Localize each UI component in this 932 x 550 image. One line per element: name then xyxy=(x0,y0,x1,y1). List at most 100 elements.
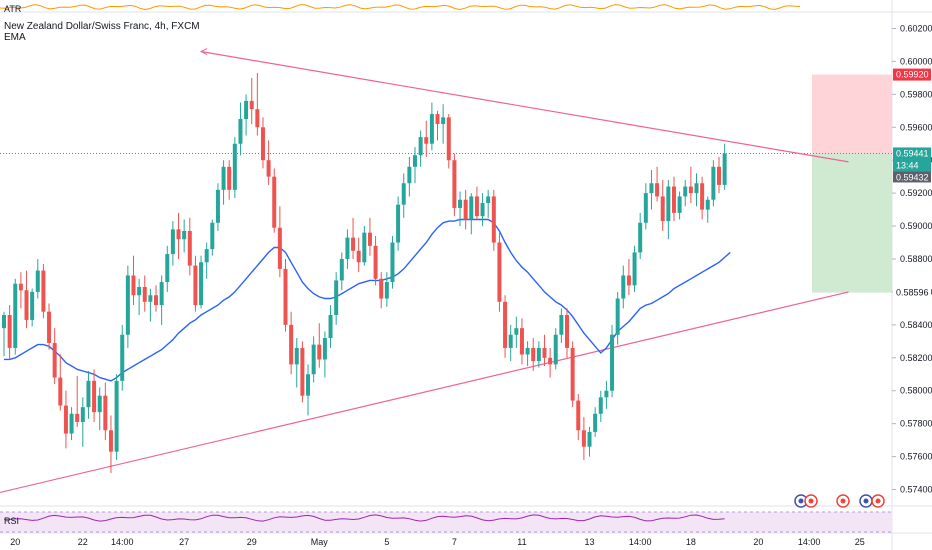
candle-body[interactable] xyxy=(610,334,615,391)
candle-body[interactable] xyxy=(2,314,6,329)
candle-body[interactable] xyxy=(97,395,102,413)
candle-body[interactable] xyxy=(503,301,508,348)
candle-body[interactable] xyxy=(52,342,57,378)
candle-body[interactable] xyxy=(649,183,654,194)
candle-body[interactable] xyxy=(41,270,46,312)
candle-body[interactable] xyxy=(154,295,159,306)
candle-body[interactable] xyxy=(227,166,232,190)
candle-body[interactable] xyxy=(621,275,626,299)
candle-body[interactable] xyxy=(69,413,74,434)
candle-body[interactable] xyxy=(199,262,204,306)
candle-body[interactable] xyxy=(452,160,457,208)
candle-body[interactable] xyxy=(604,390,609,398)
candle-body[interactable] xyxy=(688,186,693,194)
trendline-2[interactable] xyxy=(0,291,849,494)
candle-body[interactable] xyxy=(491,196,496,243)
candle-body[interactable] xyxy=(429,114,434,144)
candle-body[interactable] xyxy=(660,196,665,222)
candle-body[interactable] xyxy=(694,183,699,194)
candle-body[interactable] xyxy=(593,413,598,432)
candle-body[interactable] xyxy=(666,186,671,222)
candle-body[interactable] xyxy=(446,117,451,161)
candle-body[interactable] xyxy=(193,265,198,306)
candle-body[interactable] xyxy=(75,413,80,423)
candle-body[interactable] xyxy=(418,137,423,156)
candle-body[interactable] xyxy=(581,430,586,447)
candle-body[interactable] xyxy=(412,155,417,167)
candle-body[interactable] xyxy=(148,295,153,302)
candle-body[interactable] xyxy=(536,347,541,362)
trendline-1[interactable] xyxy=(200,50,849,163)
candle-body[interactable] xyxy=(424,137,429,144)
candle-body[interactable] xyxy=(677,196,682,213)
candle-body[interactable] xyxy=(339,259,344,281)
candle-body[interactable] xyxy=(565,314,569,348)
candle-body[interactable] xyxy=(322,338,327,360)
candle-body[interactable] xyxy=(24,290,29,320)
candle-body[interactable] xyxy=(570,347,575,401)
candle-body[interactable] xyxy=(306,374,311,396)
candle-body[interactable] xyxy=(86,380,91,408)
stop-loss-zone[interactable] xyxy=(812,74,892,154)
symbol-title[interactable]: New Zealand Dollar/Swiss Franc, 4h, FXCM xyxy=(4,21,200,32)
candle-body[interactable] xyxy=(717,166,722,185)
candle-body[interactable] xyxy=(18,283,23,291)
candle-body[interactable] xyxy=(249,100,254,110)
candle-body[interactable] xyxy=(525,347,530,355)
candle-body[interactable] xyxy=(373,245,378,279)
candle-body[interactable] xyxy=(317,344,322,360)
candle-body[interactable] xyxy=(508,334,513,348)
candle-body[interactable] xyxy=(300,347,305,396)
candle-body[interactable] xyxy=(283,268,288,325)
candle-body[interactable] xyxy=(294,347,299,365)
candle-body[interactable] xyxy=(58,377,63,406)
candle-body[interactable] xyxy=(356,250,361,263)
candle-body[interactable] xyxy=(700,183,705,210)
candle-body[interactable] xyxy=(396,204,401,243)
candle-body[interactable] xyxy=(204,249,209,263)
candle-body[interactable] xyxy=(7,314,12,348)
candle-body[interactable] xyxy=(559,314,564,335)
candle-body[interactable] xyxy=(576,400,581,431)
candle-body[interactable] xyxy=(311,344,316,375)
candle-body[interactable] xyxy=(705,199,710,210)
candle-body[interactable] xyxy=(114,380,119,452)
candle-body[interactable] xyxy=(221,166,226,190)
candle-body[interactable] xyxy=(182,231,187,240)
candle-body[interactable] xyxy=(519,328,524,355)
candle-body[interactable] xyxy=(643,193,648,223)
candle-body[interactable] xyxy=(92,380,97,413)
candle-body[interactable] xyxy=(210,222,215,250)
candle-body[interactable] xyxy=(598,397,603,414)
candle-body[interactable] xyxy=(272,176,277,228)
candle-body[interactable] xyxy=(587,431,592,447)
candle-body[interactable] xyxy=(47,311,52,343)
candle-body[interactable] xyxy=(711,166,716,200)
candle-body[interactable] xyxy=(474,196,479,217)
candle-body[interactable] xyxy=(260,127,265,161)
take-profit-zone[interactable] xyxy=(812,153,892,293)
candle-body[interactable] xyxy=(131,275,136,296)
candle-body[interactable] xyxy=(632,252,637,286)
atr-label[interactable]: ATR xyxy=(4,4,22,14)
candle-body[interactable] xyxy=(334,280,339,315)
candle-body[interactable] xyxy=(277,227,282,269)
candle-body[interactable] xyxy=(486,196,491,204)
candle-body[interactable] xyxy=(379,278,384,299)
candle-body[interactable] xyxy=(480,203,485,217)
candle-body[interactable] xyxy=(125,275,130,335)
candle-body[interactable] xyxy=(345,237,350,259)
candle-body[interactable] xyxy=(441,117,446,124)
candle-body[interactable] xyxy=(232,143,237,190)
candle-body[interactable] xyxy=(548,357,553,365)
candle-body[interactable] xyxy=(30,291,35,320)
candle-body[interactable] xyxy=(384,282,389,299)
candle-body[interactable] xyxy=(638,222,643,253)
candle-body[interactable] xyxy=(722,153,727,185)
candle-body[interactable] xyxy=(176,229,181,240)
candle-body[interactable] xyxy=(165,254,170,283)
candle-body[interactable] xyxy=(63,405,68,434)
candle-body[interactable] xyxy=(13,283,18,348)
candle-body[interactable] xyxy=(469,196,474,220)
candle-body[interactable] xyxy=(497,242,502,302)
